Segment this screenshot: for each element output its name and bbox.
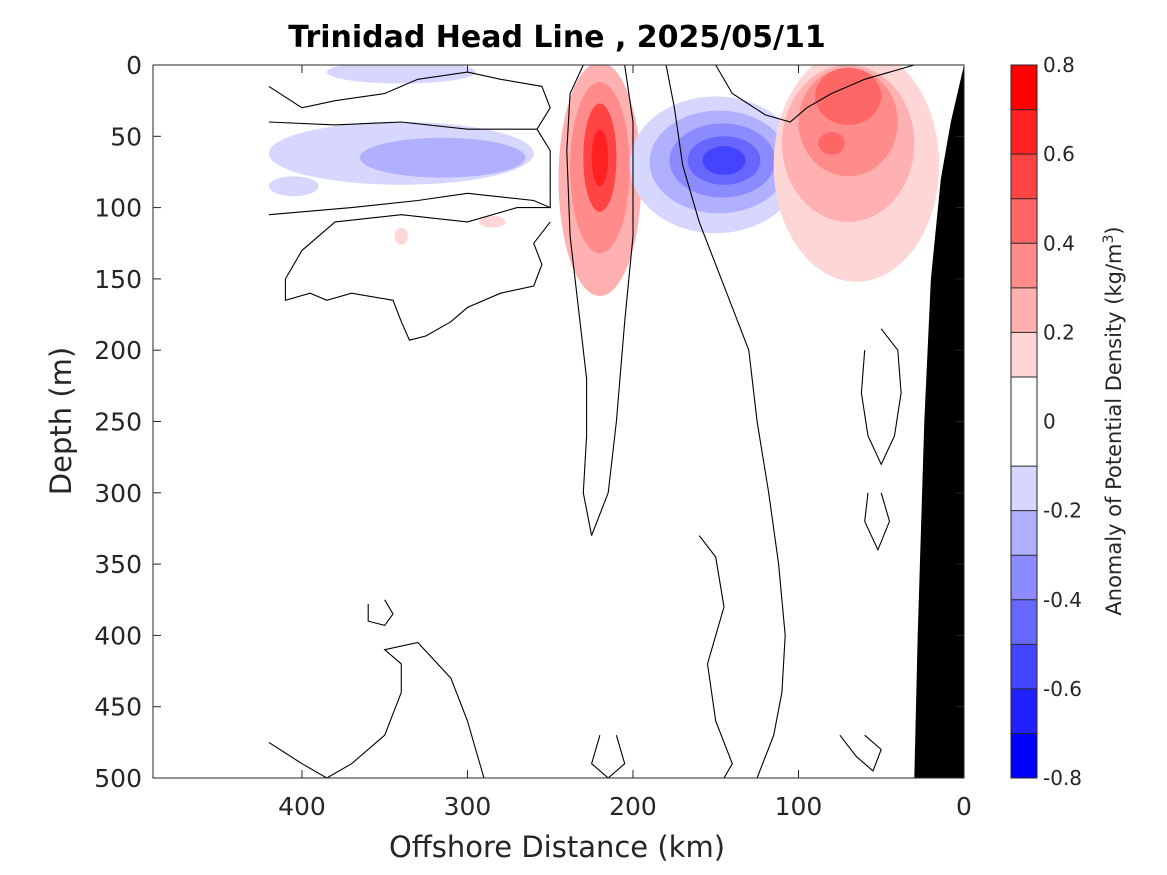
anomaly-positive-nearshore-spot [818, 132, 845, 155]
zero-contour-nearshore [715, 65, 915, 123]
colorbar-label: Anomaly of Potential Density (kg/m3) [1101, 226, 1126, 615]
y-tick-label: 500 [94, 764, 142, 793]
colorbar-tick-label: 0.6 [1043, 142, 1075, 166]
zero-contour-deep-blob [367, 599, 394, 627]
colorbar-segment [1011, 154, 1037, 199]
y-tick-label: 400 [94, 621, 142, 650]
anomaly-positive-nearshore-core [815, 67, 882, 125]
x-axis-label: Offshore Distance (km) [389, 830, 725, 864]
anomaly-negative-offshore-core [359, 137, 526, 178]
colorbar-tick-label: 0.8 [1043, 53, 1075, 77]
y-axis-ticks: 0 50 100 150 200 250 300 350 400 450 500 [94, 51, 964, 793]
zero-contour-eddy-right [665, 65, 786, 778]
anomaly-negative-far-edge [268, 176, 319, 197]
colorbar-segment [1011, 287, 1037, 333]
zero-contour-under-shelf [284, 207, 551, 341]
chart-title: Trinidad Head Line , 2025/05/11 [288, 20, 825, 55]
y-tick-label: 250 [94, 408, 142, 437]
x-tick-label: 200 [609, 792, 657, 821]
y-tick-label: 100 [94, 194, 142, 223]
colorbar-tick-label: 0.2 [1043, 320, 1075, 344]
colorbar-tick-label: -0.4 [1043, 588, 1082, 612]
anomaly-positive-small-blob-2 [479, 216, 506, 228]
colorbar-label-end: ) [1102, 226, 1126, 234]
x-tick-label: 400 [278, 792, 326, 821]
colorbar-segment [1011, 599, 1037, 645]
colorbar-segment [1011, 688, 1037, 734]
colorbar-segment [1011, 332, 1037, 377]
y-tick-label: 150 [94, 265, 142, 294]
anomaly-negative-eddy-core [702, 146, 746, 175]
y-tick-label: 450 [94, 693, 142, 722]
colorbar-segment [1011, 198, 1037, 244]
x-axis-ticks: 400 300 200 100 0 [278, 65, 972, 821]
colorbar-segment [1011, 65, 1037, 110]
colorbar-segment [1011, 243, 1037, 288]
zero-contour-deep-mid [590, 735, 626, 778]
anomaly-positive-small-blob [394, 227, 408, 245]
zero-contour-deep-left [268, 641, 485, 778]
zero-contour-offshore-upper [268, 71, 551, 216]
colorbar-tick-label: -0.8 [1043, 766, 1082, 790]
anomaly-layer [268, 65, 940, 296]
colorbar-segment [1011, 644, 1037, 689]
anomaly-negative-surface-patch [326, 65, 476, 84]
colorbar-segment [1011, 733, 1037, 778]
x-tick-label: 100 [775, 792, 823, 821]
x-tick-label: 300 [444, 792, 492, 821]
colorbar-segment [1011, 376, 1037, 467]
bathymetry-layer [914, 65, 964, 778]
anomaly-positive-narrow-column-peak [591, 129, 609, 187]
zero-contour-layer [268, 65, 915, 778]
colorbar-segment [1011, 555, 1037, 600]
zero-contour-offshore-lower [268, 121, 537, 130]
zero-contour-mid-island-1 [860, 328, 902, 466]
y-tick-label: 50 [110, 122, 142, 151]
y-tick-label: 200 [94, 336, 142, 365]
x-tick-label: 0 [956, 792, 972, 821]
y-tick-label: 0 [126, 51, 142, 80]
colorbar [1010, 64, 1038, 779]
zero-contour-column-right [591, 65, 634, 536]
colorbar-segment [1011, 510, 1037, 556]
zero-contour-deep-right [698, 535, 733, 778]
colorbar-ticks: 0.8 0.6 0.4 0.2 0 -0.2 -0.4 -0.6 -0.8 [1011, 53, 1082, 790]
colorbar-segment [1011, 466, 1037, 511]
zero-contour-column-left [566, 65, 593, 536]
colorbar-tick-label: -0.2 [1043, 499, 1082, 523]
zero-contour-mid-island-2 [864, 492, 891, 552]
colorbar-tick-label: 0 [1043, 410, 1056, 434]
colorbar-segment [1011, 109, 1037, 155]
plot-area [152, 64, 965, 779]
colorbar-label-sup: 3 [1101, 235, 1117, 244]
y-axis-label: Depth (m) [44, 347, 78, 495]
zero-contour-deep-edge [839, 734, 882, 772]
y-tick-label: 300 [94, 479, 142, 508]
colorbar-tick-label: 0.4 [1043, 231, 1075, 255]
colorbar-tick-label: -0.6 [1043, 677, 1082, 701]
colorbar-label-main: Anomaly of Potential Density (kg/m [1102, 244, 1126, 616]
y-tick-label: 350 [94, 550, 142, 579]
seafloor-shelf [914, 65, 964, 778]
